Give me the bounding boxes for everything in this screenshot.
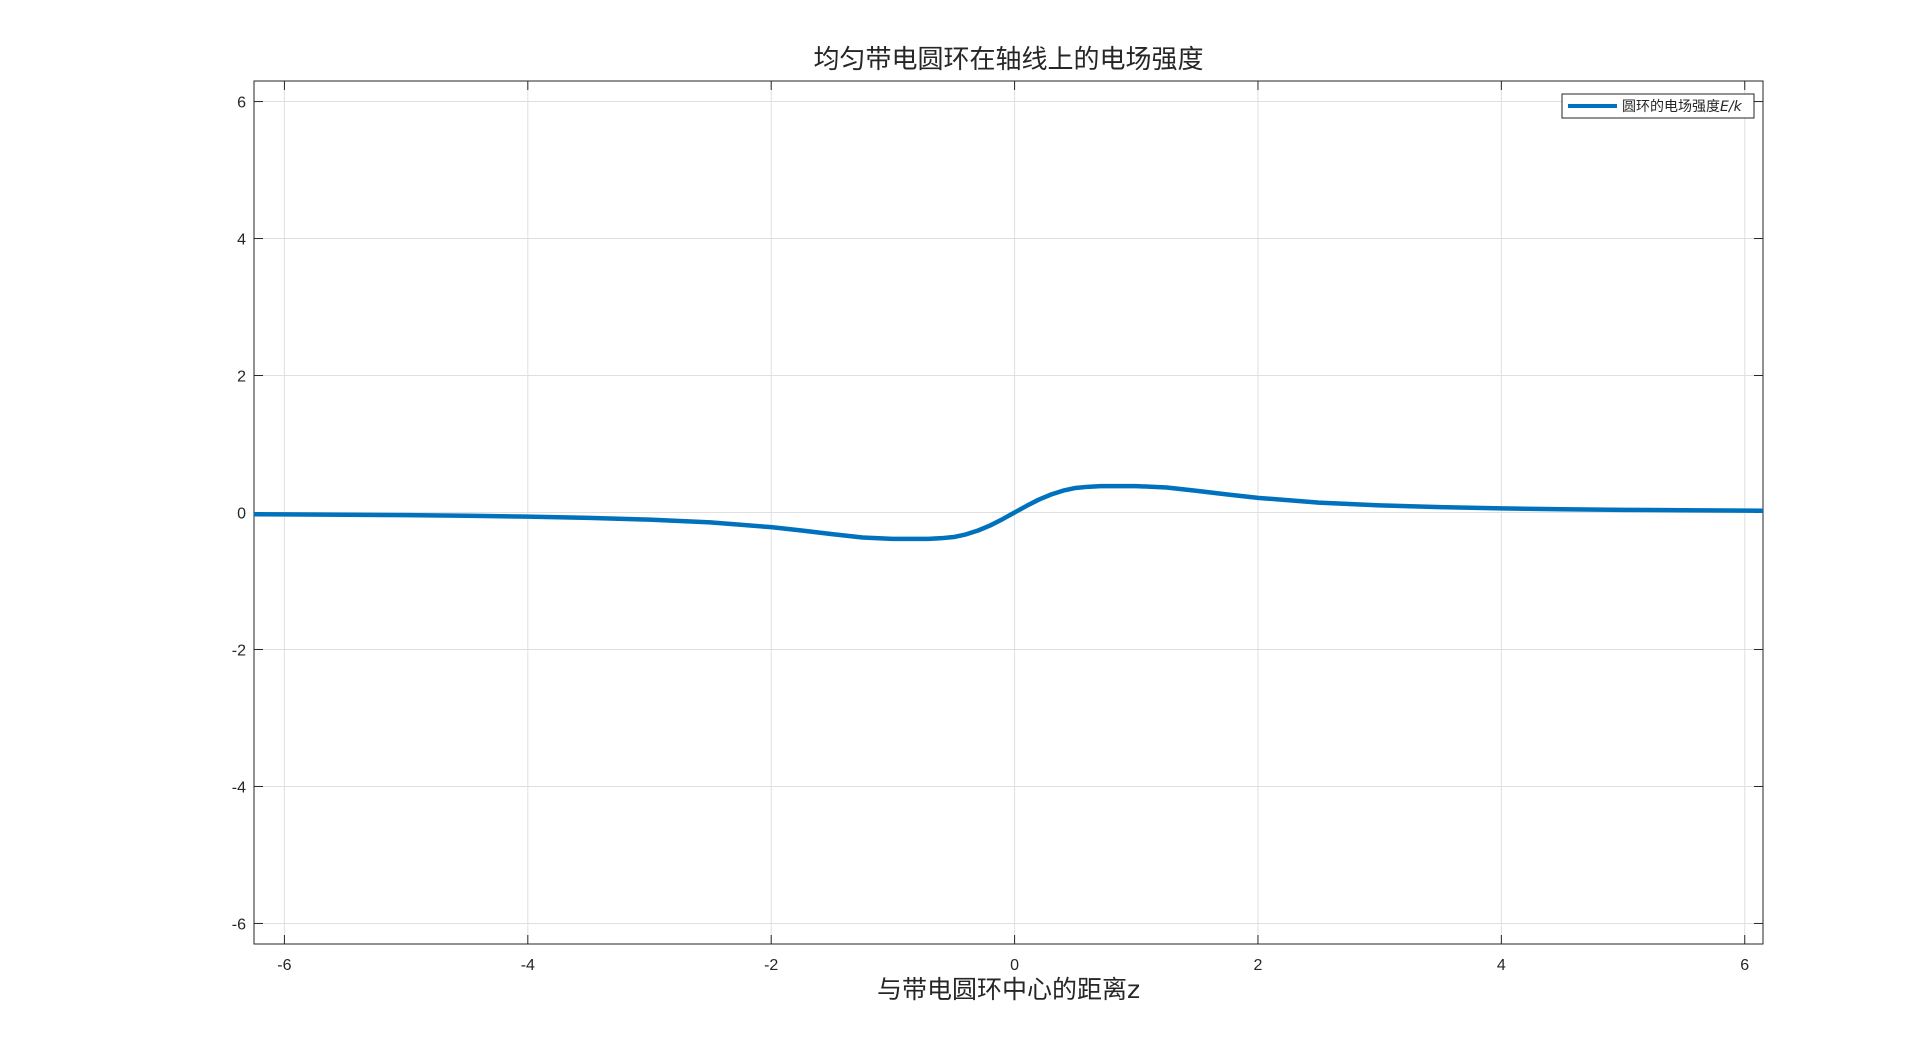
y-tick-label: 4 — [237, 232, 246, 249]
x-tick-label: 2 — [1254, 957, 1263, 974]
y-tick-label: -4 — [232, 779, 246, 796]
y-tick-label: 2 — [237, 369, 246, 386]
x-tick-labels: -6 -4 -2 0 2 4 6 — [277, 957, 1749, 974]
x-tick-label: -2 — [764, 957, 778, 974]
x-axis-label: 与带电圆环中心的距离z — [877, 975, 1140, 1004]
axis-ticks — [254, 81, 1763, 944]
y-tick-label: -2 — [232, 642, 246, 659]
series-line-0 — [253, 483, 1764, 542]
y-tick-label: 0 — [237, 506, 246, 523]
y-tick-labels: -6 -4 -2 0 2 4 6 — [232, 95, 246, 934]
legend-entry-main: 圆环的电场强度 — [1622, 99, 1720, 115]
x-tick-label: 0 — [1010, 957, 1019, 974]
chart-title: 均匀带电圆环在轴线上的电场强度 — [813, 45, 1203, 75]
legend-entry: 圆环的电场强度E/k — [1622, 99, 1743, 115]
x-tick-label: -4 — [521, 957, 535, 974]
legend-entry-italic: E/k — [1720, 99, 1743, 115]
x-tick-label: 6 — [1740, 957, 1749, 974]
x-tick-label: -6 — [277, 957, 291, 974]
y-tick-label: -6 — [232, 916, 246, 933]
series-layer — [253, 483, 1764, 542]
y-tick-label: 6 — [237, 95, 246, 112]
grid-lines — [254, 81, 1763, 944]
x-tick-label: 4 — [1497, 957, 1506, 974]
legend[interactable]: 圆环的电场强度E/k — [1561, 93, 1755, 119]
